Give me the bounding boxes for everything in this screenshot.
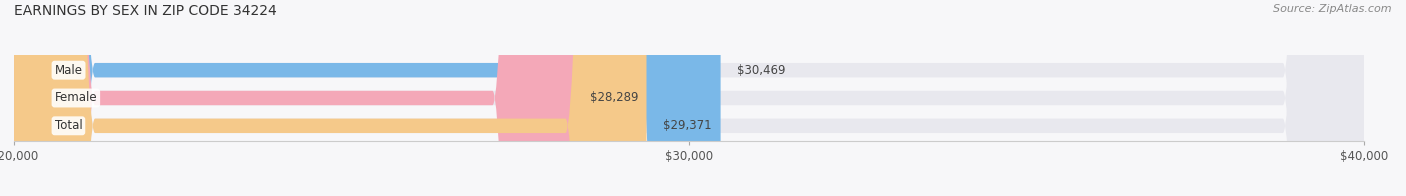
Text: Source: ZipAtlas.com: Source: ZipAtlas.com (1274, 4, 1392, 14)
FancyBboxPatch shape (14, 0, 574, 196)
FancyBboxPatch shape (14, 0, 721, 196)
Text: EARNINGS BY SEX IN ZIP CODE 34224: EARNINGS BY SEX IN ZIP CODE 34224 (14, 4, 277, 18)
FancyBboxPatch shape (14, 0, 1364, 196)
FancyBboxPatch shape (14, 0, 1364, 196)
FancyBboxPatch shape (14, 0, 1364, 196)
Text: $30,469: $30,469 (738, 64, 786, 77)
Text: Total: Total (55, 119, 83, 132)
Text: $28,289: $28,289 (591, 92, 638, 104)
Text: Female: Female (55, 92, 97, 104)
FancyBboxPatch shape (14, 0, 647, 196)
Text: $29,371: $29,371 (664, 119, 711, 132)
Text: Male: Male (55, 64, 83, 77)
